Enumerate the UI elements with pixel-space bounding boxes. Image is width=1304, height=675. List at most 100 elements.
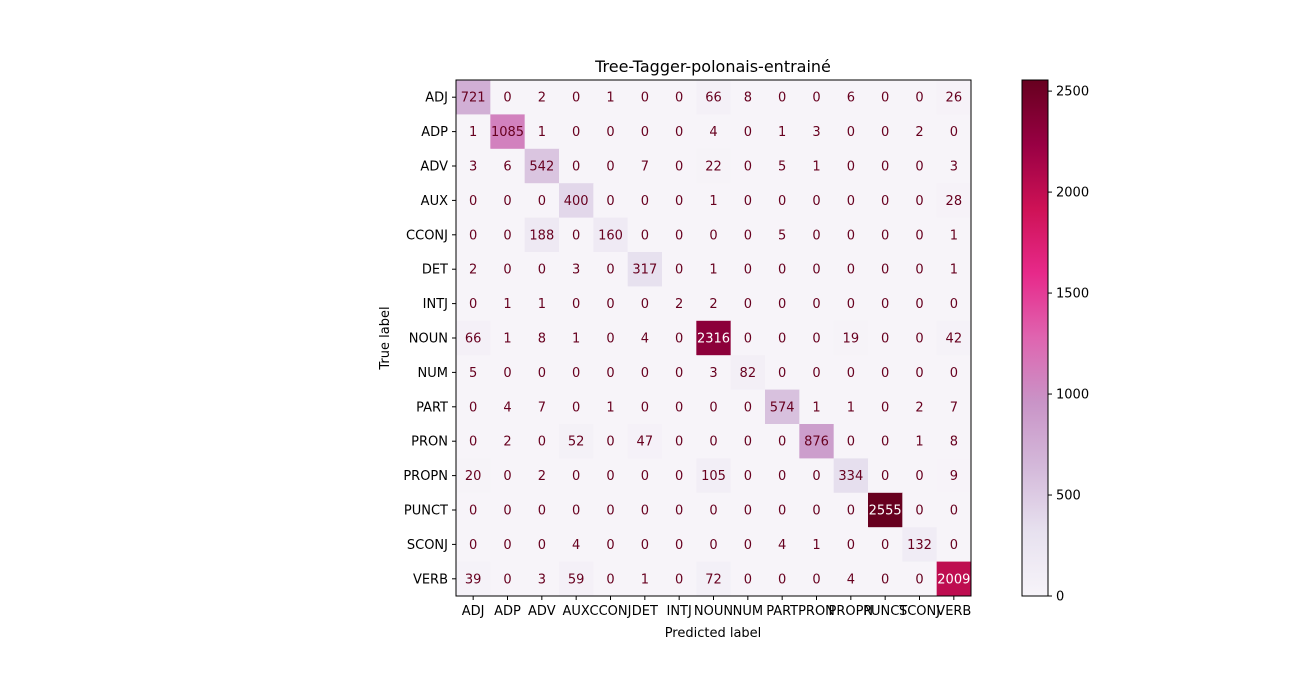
cell-value: 0 [847,263,855,278]
cell-value: 0 [572,469,580,484]
cell-value: 317 [632,263,657,278]
heatmap-cell [456,561,491,597]
cell-value: 0 [538,504,546,519]
cell-value: 0 [572,160,580,175]
cell-value: 0 [778,366,786,381]
heatmap-cell [559,527,594,563]
heatmap-cell [936,458,972,494]
colorbar [1021,79,1049,597]
cell-value: 42 [946,332,963,347]
heatmap-cell [902,389,938,425]
heatmap-cell [936,355,972,391]
heatmap-cell [902,252,938,287]
heatmap-cell [833,80,869,115]
cell-value: 0 [915,228,923,243]
heatmap-cell [868,492,903,528]
cell-value: 188 [529,228,554,243]
colorbar-tick-label: 1000 [1056,388,1089,403]
y-tick-label: NOUN [409,332,448,347]
heatmap-cell [902,320,938,356]
cell-value: 72 [705,572,722,587]
cell-value: 574 [770,400,795,415]
cell-value: 0 [778,332,786,347]
heatmap-cell [868,355,903,391]
cell-value: 0 [538,435,546,450]
heatmap-cell [559,389,594,425]
heatmap-cell [868,389,903,425]
cell-value: 0 [847,194,855,209]
cell-value: 0 [847,125,855,140]
colorbar-tick-label: 1500 [1056,287,1089,302]
cell-value: 0 [950,297,958,312]
cell-value: 1 [503,332,511,347]
heatmap-cell [730,492,766,528]
heatmap-cell [868,217,903,253]
cell-value: 6 [503,160,511,175]
cell-value: 0 [641,91,649,106]
heatmap-cell [593,217,629,253]
cell-value: 0 [778,504,786,519]
heatmap-cell [662,183,697,219]
heatmap-cell [524,320,560,356]
cell-value: 0 [881,297,889,312]
heatmap-cell [902,217,938,253]
cell-value: 66 [705,91,722,106]
cell-value: 0 [572,504,580,519]
heatmap-cell [902,458,938,494]
colorbar-tick-label: 2000 [1056,186,1089,201]
cell-value: 1 [469,125,477,140]
cell-value: 1 [812,538,820,553]
cell-value: 0 [744,538,752,553]
heatmap-cell [593,320,629,356]
heatmap-cell [765,80,800,115]
cell-value: 0 [606,572,614,587]
colorbar-tick-label: 500 [1056,489,1081,504]
heatmap-cell [936,424,972,459]
cell-value: 0 [606,366,614,381]
heatmap-cell [833,252,869,287]
heatmap-cell [662,217,697,253]
y-tick-label: NUM [418,366,448,381]
cell-value: 0 [675,538,683,553]
heatmap-cell [902,183,938,219]
x-tick-label: PART [766,604,798,619]
cell-value: 7 [641,160,649,175]
cell-value: 0 [881,194,889,209]
cell-value: 0 [709,400,717,415]
heatmap-cell [456,320,491,356]
heatmap-cell [456,424,491,459]
cell-value: 2 [469,263,477,278]
heatmap-cell [627,561,663,597]
heatmap-cell [936,114,972,150]
heatmap-cell [490,355,526,391]
heatmap-cell [799,148,835,184]
cell-value: 0 [538,366,546,381]
cell-value: 160 [598,228,623,243]
cell-value: 0 [572,91,580,106]
cell-value: 0 [744,160,752,175]
cell-value: 3 [572,263,580,278]
cell-value: 1 [847,400,855,415]
cell-value: 0 [538,263,546,278]
x-tick-label: ADJ [462,604,485,619]
cell-value: 0 [812,469,820,484]
heatmap-cell [730,320,766,356]
heatmap-cell [627,114,663,150]
cell-value: 1 [778,125,786,140]
heatmap-cell [902,561,938,597]
cell-value: 0 [812,91,820,106]
cell-value: 0 [606,194,614,209]
heatmap-cell [902,424,938,459]
heatmap-cell [456,286,491,322]
heatmap-cell [902,527,938,563]
heatmap-cell [902,355,938,391]
cell-value: 0 [675,400,683,415]
heatmap-cell [662,286,697,322]
cell-value: 0 [675,572,683,587]
cell-value: 0 [778,572,786,587]
cell-value: 0 [881,332,889,347]
x-tick-label: ADP [494,604,521,619]
heatmap-cell [524,561,560,597]
heatmap-cell [936,492,972,528]
